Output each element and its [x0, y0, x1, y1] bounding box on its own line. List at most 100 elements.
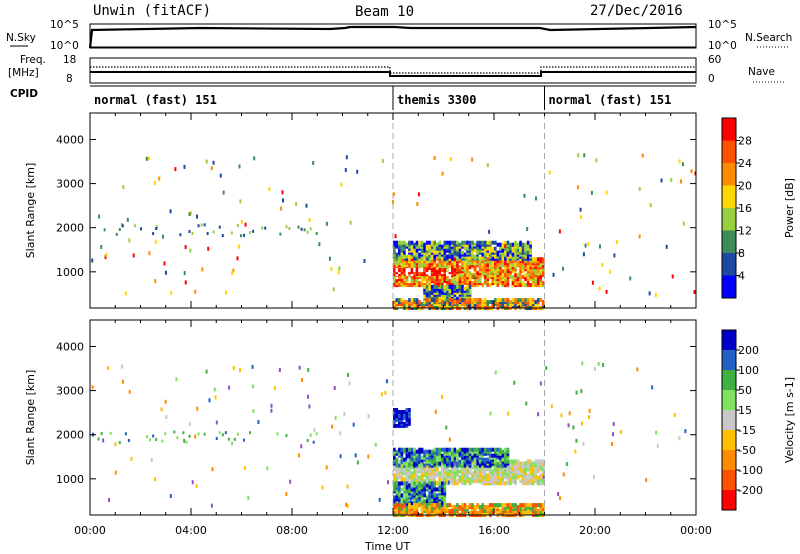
range-gate-cell — [491, 453, 495, 458]
range-gate-cell — [395, 449, 399, 454]
range-gate-cell — [158, 176, 161, 181]
range-gate-cell — [261, 226, 264, 230]
range-gate-cell — [147, 156, 150, 161]
range-gate-cell — [481, 240, 484, 245]
range-gate-cell — [435, 509, 439, 514]
range-gate-cell — [420, 256, 424, 261]
range-gate-cell — [309, 227, 312, 231]
range-gate-cell — [346, 503, 349, 508]
range-gate-cell — [415, 268, 419, 273]
range-gate-cell — [400, 298, 404, 303]
range-gate-cell — [506, 240, 510, 245]
range-gate-cell — [103, 228, 106, 232]
range-gate-cell — [443, 240, 447, 245]
range-gate-cell — [488, 240, 492, 245]
range-gate-cell — [488, 229, 491, 234]
range-gate-cell — [205, 369, 208, 374]
range-gate-cell — [400, 487, 404, 492]
range-gate-cell — [393, 473, 396, 478]
range-gate-cell — [420, 240, 424, 245]
range-gate-cell — [435, 298, 439, 303]
range-gate-cell — [458, 284, 462, 289]
range-gate-cell — [408, 417, 411, 422]
range-gate-cell — [425, 453, 429, 458]
range-gate-cell — [481, 461, 484, 466]
range-gate-cell — [244, 222, 247, 227]
range-gate-cell — [285, 225, 288, 229]
range-gate-cell — [428, 449, 431, 454]
range-gate-cell — [420, 491, 424, 496]
range-gate-cell — [337, 270, 340, 275]
range-gate-cell — [466, 509, 469, 514]
range-gate-cell — [435, 481, 439, 486]
range-gate-cell — [400, 257, 404, 262]
range-gate-cell — [438, 240, 442, 245]
range-gate-cell — [232, 268, 235, 273]
range-gate-cell — [458, 298, 462, 303]
range-gate-cell — [499, 275, 502, 280]
colorbar-tick-label: 20 — [738, 180, 752, 193]
range-gate-cell — [413, 298, 416, 303]
range-gate-cell — [182, 431, 185, 435]
range-gate-cell — [425, 268, 429, 273]
range-gate-cell — [575, 438, 578, 443]
range-gate-cell — [435, 487, 439, 492]
range-gate-cell — [435, 263, 439, 268]
range-gate-cell — [408, 503, 411, 508]
range-gate-cell — [529, 302, 532, 307]
range-gate-cell — [684, 429, 687, 434]
range-gate-cell — [109, 431, 112, 435]
range-gate-cell — [403, 447, 406, 452]
range-gate-cell — [468, 244, 472, 249]
range-gate-cell — [233, 437, 236, 441]
station-title: Unwin (fitACF) — [93, 3, 211, 19]
range-gate-cell — [415, 503, 419, 508]
range-gate-cell — [232, 366, 235, 371]
range-gate-cell — [252, 229, 255, 233]
range-gate-cell — [309, 433, 312, 437]
range-gate-cell — [435, 270, 439, 275]
range-gate-cell — [211, 467, 214, 472]
nsky-label: N.Sky — [6, 32, 36, 44]
range-gate-cell — [401, 274, 404, 279]
range-gate-cell — [488, 463, 492, 468]
range-gate-cell — [521, 242, 525, 247]
range-gate-cell — [425, 503, 429, 508]
range-gate-cell — [443, 457, 447, 462]
range-gate-cell — [270, 403, 273, 408]
range-gate-cell — [280, 206, 283, 211]
range-gate-cell — [583, 153, 586, 158]
range-gate-cell — [398, 487, 401, 492]
range-gate-cell — [581, 361, 584, 366]
range-gate-cell — [410, 298, 414, 303]
range-gate-cell — [511, 252, 515, 257]
range-gate-cell — [378, 497, 381, 502]
range-gate-cell — [433, 459, 436, 464]
range-gate-cell — [433, 284, 436, 289]
range-gate-cell — [443, 275, 447, 280]
range-gate-cell — [539, 511, 543, 516]
range-gate-cell — [534, 475, 537, 480]
range-gate-cell — [393, 240, 396, 245]
range-gate-cell — [403, 477, 406, 482]
range-gate-cell — [393, 481, 396, 486]
range-gate-cell — [562, 266, 565, 271]
range-gate-cell — [435, 451, 439, 456]
range-gate-cell — [170, 290, 173, 295]
range-gate-cell — [678, 436, 681, 441]
range-gate-cell — [152, 434, 155, 438]
range-gate-cell — [430, 449, 434, 454]
range-gate-cell — [550, 404, 553, 409]
range-gate-cell — [393, 268, 396, 273]
range-gate-cell — [529, 298, 532, 303]
range-gate-cell — [501, 252, 505, 257]
range-gate-cell — [420, 248, 424, 253]
range-gate-cell — [526, 244, 530, 249]
range-gate-cell — [466, 505, 469, 510]
range-gate-cell — [428, 257, 431, 262]
range-gate-cell — [473, 505, 477, 510]
range-gate-cell — [281, 190, 284, 195]
range-gate-cell — [443, 265, 447, 270]
cpid-segment-label: normal (fast) 151 — [94, 93, 217, 107]
range-gate-cell — [425, 467, 429, 472]
